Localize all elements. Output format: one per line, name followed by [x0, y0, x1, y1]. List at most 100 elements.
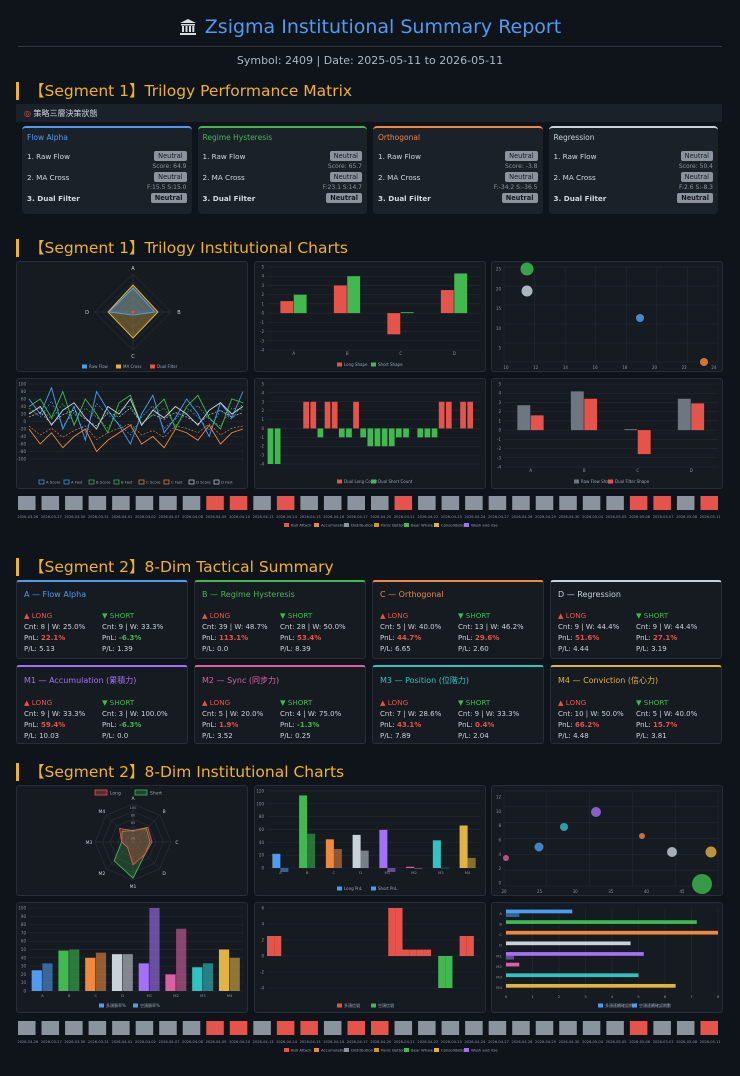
short-label: ▼ SHORT — [458, 698, 491, 707]
legend-label: Consolidation — [441, 523, 467, 528]
card-title: Regime Hysteresis — [202, 133, 273, 142]
y-tick-label: 60 — [21, 397, 27, 402]
row-label: 1. Raw Flow — [202, 151, 246, 161]
heat-cell — [229, 496, 248, 510]
y-tick-label: 2 — [261, 938, 264, 943]
short-count: Cnt: 28 | W: 50.0% — [280, 623, 346, 631]
long-pl: P/L: 5.13 — [24, 645, 55, 653]
legend-label: Panic Bottom — [381, 523, 406, 528]
heat-cell — [276, 496, 295, 510]
y-tick-label: -80 — [19, 449, 26, 454]
heat-cell — [512, 496, 530, 510]
y-tick-label: -2 — [497, 446, 501, 451]
legend-swatch — [464, 1048, 469, 1052]
short-pl: P/L: 1.39 — [102, 645, 133, 653]
y-tick-label: -2 — [260, 970, 264, 975]
legend-label: Bull Attack — [291, 523, 312, 528]
status-badge: Neutral — [326, 193, 362, 203]
long-count: Cnt: 5 | W: 40.0% — [380, 623, 442, 631]
legend-swatch — [113, 479, 120, 485]
row-note: Score: 50.4 — [678, 163, 713, 170]
row-note: F:-34.2 S:-36.5 — [493, 184, 538, 191]
y-tick-label: 0 — [23, 419, 26, 424]
x-tick-label: M1 — [385, 870, 391, 875]
heat-date-label: 2026-03-31 — [88, 515, 109, 519]
heat-date-label: 2026-04-20 — [370, 515, 392, 519]
short-label: ▼ SHORT — [280, 611, 313, 620]
y-tick-label: -1 — [497, 437, 501, 442]
long-label: ▲ LONG — [558, 611, 587, 620]
short-column: ▼ SHORT Cnt: 9 | W: 33.3% PnL: 0.4% P/L:… — [458, 697, 536, 742]
heat-date-label: 2026-04-20 — [370, 1040, 392, 1044]
row-note: F:2.6 S:-8.3 — [679, 184, 713, 191]
card-row: 1. Raw Flow Neutral — [202, 151, 362, 161]
bar-short-winrate — [95, 952, 107, 991]
bubble-point — [639, 833, 645, 839]
y-tick-label: 100 — [256, 801, 264, 806]
legend-label: B Fast — [121, 480, 133, 485]
trilogy-card: Regime Hysteresis 1. Raw Flow Neutral Sco… — [197, 126, 367, 214]
row-note: Score: 65.7 — [327, 163, 362, 170]
long-count: Cnt: 10 | W: 50.0% — [558, 710, 624, 718]
x-tick-label: C — [399, 351, 402, 356]
legend-label: Short PnL — [378, 886, 398, 891]
long-pl: P/L: 4.44 — [558, 645, 589, 653]
heat-date-label: 2026-04-07 — [159, 515, 180, 519]
bar-short-pnl — [333, 849, 342, 868]
y-tick-label: -3 — [260, 338, 264, 343]
heat-date-label: 2026-04-30 — [559, 515, 581, 519]
heat-cell — [606, 1021, 624, 1035]
bar-long-signal — [409, 949, 417, 956]
radar-tick-label: 20 — [131, 836, 135, 840]
long-column: ▲ LONG Cnt: 8 | W: 25.0% PnL: 22.1% P/L:… — [24, 610, 102, 655]
bar-dual-short — [367, 428, 374, 447]
y-tick-label: 5 — [498, 382, 501, 387]
legend-swatch — [337, 886, 342, 891]
bubble-point — [705, 846, 717, 858]
heat-cell — [182, 1021, 201, 1035]
bar-dual-long — [460, 401, 466, 429]
legend-swatch — [344, 1048, 349, 1052]
bar-dual-short — [403, 428, 409, 438]
x-tick-label: 8 — [717, 994, 720, 999]
seg1-shape-panel: 5 4 3 2 1 0 -1 -2 -3 -4 A B C D Long Shape Short Shape — [254, 261, 486, 372]
heat-date-label: 2026-05-04 — [582, 515, 604, 519]
short-pnl: PnL: -6.3% — [102, 721, 142, 729]
long-pl: P/L: 4.48 — [558, 732, 589, 740]
bar-dual-long — [438, 401, 445, 429]
status-badge: Neutral — [150, 193, 187, 203]
y-tick-label: 20 — [21, 412, 27, 417]
seg1-heatmap: 2026-03-26 2026-03-27 2026-03-30 2026-03-31… — [16, 494, 722, 532]
x-tick-label: B — [306, 870, 309, 875]
y-tick-label: 70 — [21, 930, 27, 935]
legend-swatch — [374, 1048, 379, 1052]
tactical-card-title: C — Orthogonal — [380, 590, 444, 599]
heat-cell — [300, 496, 318, 510]
heat-cell — [418, 1021, 436, 1035]
long-pl: P/L: 10.03 — [24, 732, 60, 740]
y-tick-label: 1 — [261, 417, 264, 422]
y-tick-label: 4 — [261, 922, 264, 927]
short-count: Cnt: 9 | W: 33.3% — [102, 623, 164, 631]
heat-cell — [559, 1021, 577, 1035]
bar-long-pnl — [379, 829, 388, 868]
legend-label: 多頭連續確認期數 — [605, 1002, 637, 1008]
y-tick-label: 0 — [23, 989, 26, 994]
x-tick-label: B — [68, 993, 71, 998]
heat-cell — [700, 496, 718, 510]
legend-label: Raw Flow Shape — [581, 479, 614, 484]
hbar-long — [506, 952, 644, 956]
tactical-card: M4 — Conviction (信心力) ▲ LONG Cnt: 10 | W… — [550, 665, 722, 744]
bar-short-winrate — [122, 954, 133, 991]
tactical-card-title: M1 — Accumulation (累積力) — [24, 676, 137, 685]
heat-cell — [465, 1021, 483, 1035]
heat-date-label: 2026-03-27 — [41, 1040, 62, 1044]
bar-dual-short — [346, 428, 352, 438]
bar-long-winrate — [138, 963, 149, 991]
bubble-point — [534, 842, 544, 852]
heat-date-label: 2026-05-06 — [629, 515, 651, 519]
x-tick-label: C — [636, 468, 639, 473]
bar-short-pnl — [467, 857, 476, 868]
row-label: 2. MA Cross — [27, 172, 70, 182]
heat-date-label: 2026-05-07 — [653, 1040, 674, 1044]
